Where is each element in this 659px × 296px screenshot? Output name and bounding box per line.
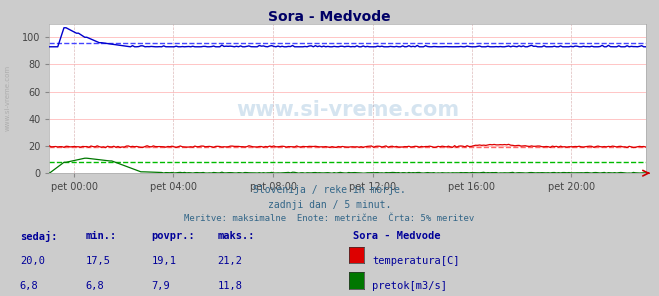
Text: 17,5: 17,5 xyxy=(86,256,111,266)
Text: Slovenija / reke in morje.: Slovenija / reke in morje. xyxy=(253,185,406,195)
Text: 7,9: 7,9 xyxy=(152,281,170,291)
Text: Sora - Medvode: Sora - Medvode xyxy=(353,231,440,241)
Text: 11,8: 11,8 xyxy=(217,281,243,291)
Text: min.:: min.: xyxy=(86,231,117,241)
Text: pretok[m3/s]: pretok[m3/s] xyxy=(372,281,447,291)
Text: www.si-vreme.com: www.si-vreme.com xyxy=(5,65,11,131)
Text: 21,2: 21,2 xyxy=(217,256,243,266)
Text: Sora - Medvode: Sora - Medvode xyxy=(268,10,391,24)
Text: zadnji dan / 5 minut.: zadnji dan / 5 minut. xyxy=(268,200,391,210)
Text: sedaj:: sedaj: xyxy=(20,231,57,242)
Text: maks.:: maks.: xyxy=(217,231,255,241)
Text: 6,8: 6,8 xyxy=(20,281,38,291)
Text: povpr.:: povpr.: xyxy=(152,231,195,241)
Text: 19,1: 19,1 xyxy=(152,256,177,266)
Text: temperatura[C]: temperatura[C] xyxy=(372,256,460,266)
Text: Meritve: maksimalne  Enote: metrične  Črta: 5% meritev: Meritve: maksimalne Enote: metrične Črta… xyxy=(185,214,474,223)
Text: www.si-vreme.com: www.si-vreme.com xyxy=(236,100,459,120)
Text: 6,8: 6,8 xyxy=(86,281,104,291)
Text: 20,0: 20,0 xyxy=(20,256,45,266)
